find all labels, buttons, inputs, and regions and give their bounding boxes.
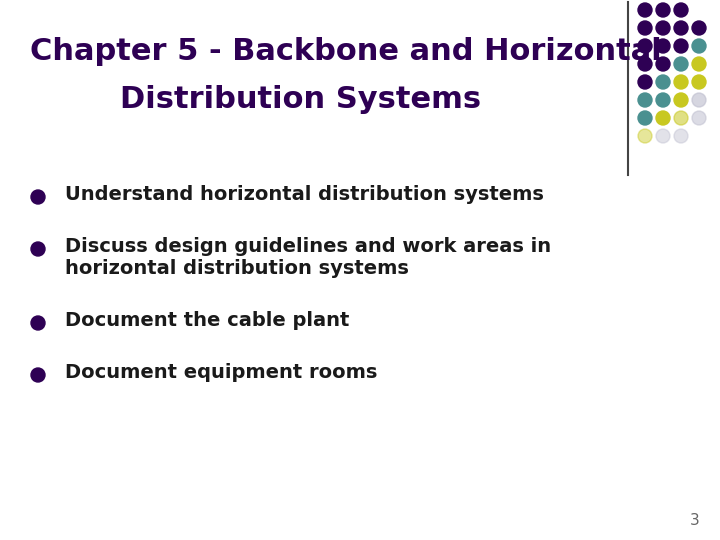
Circle shape — [31, 190, 45, 204]
Circle shape — [674, 57, 688, 71]
Circle shape — [692, 111, 706, 125]
Circle shape — [692, 93, 706, 107]
Circle shape — [692, 21, 706, 35]
Text: horizontal distribution systems: horizontal distribution systems — [65, 260, 409, 279]
Circle shape — [656, 39, 670, 53]
Text: Distribution Systems: Distribution Systems — [120, 85, 481, 114]
Circle shape — [31, 242, 45, 256]
Circle shape — [692, 57, 706, 71]
Circle shape — [656, 21, 670, 35]
Text: Understand horizontal distribution systems: Understand horizontal distribution syste… — [65, 186, 544, 205]
Circle shape — [674, 129, 688, 143]
Circle shape — [31, 316, 45, 330]
Text: Discuss design guidelines and work areas in: Discuss design guidelines and work areas… — [65, 238, 551, 256]
Circle shape — [656, 129, 670, 143]
Circle shape — [674, 3, 688, 17]
Circle shape — [31, 368, 45, 382]
Circle shape — [656, 93, 670, 107]
Text: Document equipment rooms: Document equipment rooms — [65, 363, 377, 382]
Circle shape — [656, 111, 670, 125]
Circle shape — [638, 129, 652, 143]
Circle shape — [674, 111, 688, 125]
Circle shape — [638, 75, 652, 89]
Circle shape — [656, 75, 670, 89]
Circle shape — [638, 21, 652, 35]
Text: Chapter 5 - Backbone and Horizontal: Chapter 5 - Backbone and Horizontal — [30, 37, 662, 66]
Text: Document the cable plant: Document the cable plant — [65, 312, 349, 330]
Circle shape — [656, 3, 670, 17]
Circle shape — [656, 57, 670, 71]
Circle shape — [638, 3, 652, 17]
Circle shape — [638, 57, 652, 71]
Circle shape — [674, 75, 688, 89]
Circle shape — [692, 75, 706, 89]
Circle shape — [638, 111, 652, 125]
Circle shape — [692, 39, 706, 53]
Circle shape — [638, 93, 652, 107]
Circle shape — [674, 39, 688, 53]
Circle shape — [674, 21, 688, 35]
Circle shape — [674, 93, 688, 107]
Text: 3: 3 — [690, 513, 700, 528]
Circle shape — [638, 39, 652, 53]
